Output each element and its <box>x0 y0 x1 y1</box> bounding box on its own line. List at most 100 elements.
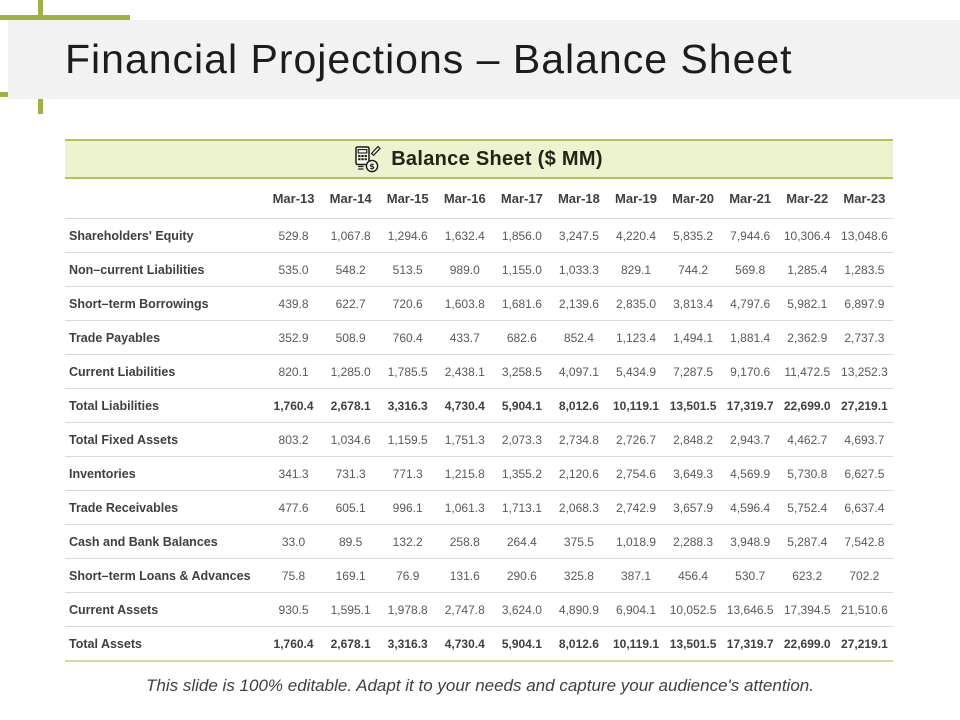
calculator-icon: $ <box>355 145 382 173</box>
table-cell: 1,294.6 <box>379 218 437 253</box>
table-cell: 4,462.7 <box>778 422 836 457</box>
row-label: Trade Receivables <box>65 490 265 525</box>
table-cell: 3,649.3 <box>664 456 722 491</box>
footer-note: This slide is 100% editable. Adapt it to… <box>146 676 814 695</box>
table-cell: 8,012.6 <box>550 388 608 423</box>
table-row: Cash and Bank Balances 33.0 89.5 132.2 258.8… <box>65 524 893 559</box>
table-cell: 1,751.3 <box>436 422 494 457</box>
column-header: Mar-15 <box>379 179 437 219</box>
table-row: Inventories 341.3 731.3 771.3 1,215.8 1,355.2… <box>65 456 893 491</box>
row-label: Total Assets <box>65 626 265 662</box>
table-cell: 623.2 <box>778 558 836 593</box>
table-row: Trade Payables 352.9 508.9 760.4 433.7 682.6 8… <box>65 320 893 355</box>
table-cell: 477.6 <box>265 490 323 525</box>
table-cell: 6,904.1 <box>607 592 665 627</box>
column-header-spacer <box>65 179 265 219</box>
table-cell: 2,726.7 <box>607 422 665 457</box>
table-cell: 1,978.8 <box>379 592 437 627</box>
table-cell: 803.2 <box>265 422 323 457</box>
row-label: Non–current Liabilities <box>65 252 265 287</box>
table-cell: 6,627.5 <box>835 456 893 491</box>
table-row: Non–current Liabilities 535.0 548.2 513.5 98… <box>65 252 893 287</box>
table-cell: 4,596.4 <box>721 490 779 525</box>
column-header: Mar-21 <box>721 179 779 219</box>
table-cell: 6,897.9 <box>835 286 893 321</box>
table-cell: 341.3 <box>265 456 323 491</box>
table-cell: 548.2 <box>322 252 380 287</box>
table-cell: 2,073.3 <box>493 422 551 457</box>
table-cell: 10,119.1 <box>607 388 665 423</box>
table-cell: 439.8 <box>265 286 323 321</box>
column-header: Mar-19 <box>607 179 665 219</box>
table-cell: 1,856.0 <box>493 218 551 253</box>
row-label: Current Liabilities <box>65 354 265 389</box>
table-cell: 1,881.4 <box>721 320 779 355</box>
table-cell: 1,285.4 <box>778 252 836 287</box>
table-cell: 2,362.9 <box>778 320 836 355</box>
slide-title: Financial Projections – Balance Sheet <box>65 36 793 82</box>
table-row: Short–term Loans & Advances 75.8 169.1 76.9… <box>65 558 893 593</box>
table-cell: 1,494.1 <box>664 320 722 355</box>
table-cell: 1,760.4 <box>265 388 323 423</box>
table-cell: 5,904.1 <box>493 626 551 662</box>
table-cell: 5,982.1 <box>778 286 836 321</box>
table-cell: 1,713.1 <box>493 490 551 525</box>
column-header: Mar-13 <box>265 179 323 219</box>
table-cell: 258.8 <box>436 524 494 559</box>
table-cell: 1,155.0 <box>493 252 551 287</box>
table-cell: 387.1 <box>607 558 665 593</box>
table-cell: 13,501.5 <box>664 388 722 423</box>
table-row: Short–term Borrowings 439.8 622.7 720.6 1,60… <box>65 286 893 321</box>
table-cell: 352.9 <box>265 320 323 355</box>
table-cell: 3,813.4 <box>664 286 722 321</box>
table-cell: 33.0 <box>265 524 323 559</box>
table-cell: 132.2 <box>379 524 437 559</box>
table-cell: 1,123.4 <box>607 320 665 355</box>
table-cell: 1,285.0 <box>322 354 380 389</box>
table-cell: 3,316.3 <box>379 626 437 662</box>
table-cell: 2,678.1 <box>322 626 380 662</box>
table-cell: 2,742.9 <box>607 490 665 525</box>
table-cell: 622.7 <box>322 286 380 321</box>
table-cell: 829.1 <box>607 252 665 287</box>
table-cell: 264.4 <box>493 524 551 559</box>
table-cell: 75.8 <box>265 558 323 593</box>
table-cell: 1,283.5 <box>835 252 893 287</box>
table-row: Trade Receivables 477.6 605.1 996.1 1,061.3 1… <box>65 490 893 525</box>
table-cell: 508.9 <box>322 320 380 355</box>
table-cell: 1,595.1 <box>322 592 380 627</box>
table-cell: 4,097.1 <box>550 354 608 389</box>
table-row: Total Assets 1,760.4 2,678.1 3,316.3 4,730.4… <box>65 626 893 662</box>
table-cell: 930.5 <box>265 592 323 627</box>
table-cell: 4,730.4 <box>436 388 494 423</box>
table-cell: 989.0 <box>436 252 494 287</box>
table-cell: 682.6 <box>493 320 551 355</box>
row-label: Total Fixed Assets <box>65 422 265 457</box>
table-cell: 1,034.6 <box>322 422 380 457</box>
table-cell: 1,215.8 <box>436 456 494 491</box>
table-header-band: $ Balance Sheet ($ MM) <box>65 139 893 179</box>
table-cell: 13,252.3 <box>835 354 893 389</box>
table-cell: 4,890.9 <box>550 592 608 627</box>
balance-sheet-table: $ Balance Sheet ($ MM) Mar-13 Mar-14 Mar-1… <box>65 139 893 662</box>
table-cell: 22,699.0 <box>778 388 836 423</box>
table-cell: 605.1 <box>322 490 380 525</box>
column-header-row: Mar-13 Mar-14 Mar-15 Mar-16 Mar-17 Mar-18 Mar-… <box>65 179 893 219</box>
table-row: Total Fixed Assets 803.2 1,034.6 1,159.5 1,7… <box>65 422 893 457</box>
table-cell: 76.9 <box>379 558 437 593</box>
table-cell: 2,288.3 <box>664 524 722 559</box>
table-cell: 17,394.5 <box>778 592 836 627</box>
table-cell: 5,835.2 <box>664 218 722 253</box>
table-cell: 3,657.9 <box>664 490 722 525</box>
row-label: Total Liabilities <box>65 388 265 423</box>
table-cell: 1,681.6 <box>493 286 551 321</box>
table-cell: 5,287.4 <box>778 524 836 559</box>
data-table: Mar-13 Mar-14 Mar-15 Mar-16 Mar-17 Mar-18 Mar-… <box>65 179 893 662</box>
table-cell: 1,785.5 <box>379 354 437 389</box>
table-cell: 2,139.6 <box>550 286 608 321</box>
table-cell: 996.1 <box>379 490 437 525</box>
table-row: Total Liabilities 1,760.4 2,678.1 3,316.3 4,… <box>65 388 893 423</box>
table-cell: 2,734.8 <box>550 422 608 457</box>
row-label: Inventories <box>65 456 265 491</box>
